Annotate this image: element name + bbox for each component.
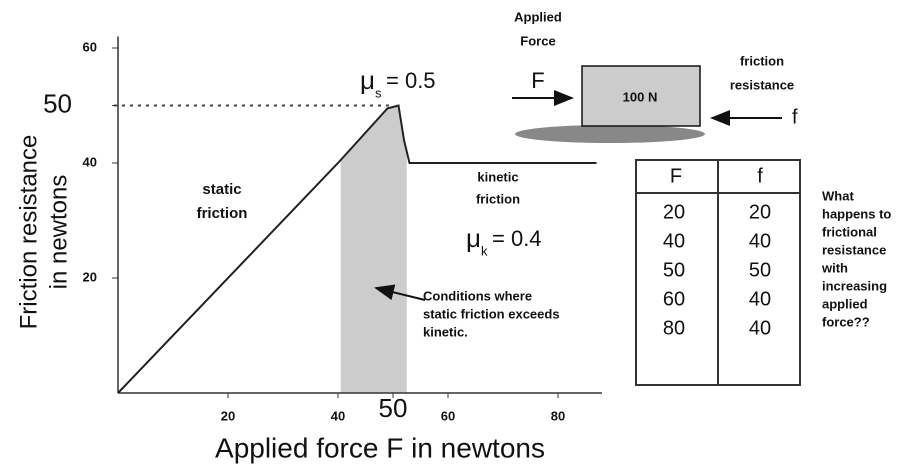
annotation: kinetic: [477, 169, 518, 184]
page: 20 40 50 60 20 40 50 60 80 Applied force F in new…: [0, 0, 923, 475]
x-tick-label: 40: [331, 408, 345, 423]
annotation: friction: [476, 191, 520, 206]
friction-label: resistance: [730, 77, 794, 92]
x-tick-label: 50: [379, 393, 408, 423]
mu-subscript: s: [375, 85, 382, 100]
table-cell: 50: [663, 259, 685, 281]
diagram: Applied Force F 100 N friction resistanc…: [512, 9, 798, 143]
y-axis-label: in newtons: [45, 175, 72, 290]
table-cell: 80: [663, 317, 685, 339]
table-cell: 50: [749, 259, 771, 281]
question-line: happens to: [822, 206, 891, 221]
annotation: static: [202, 181, 241, 198]
table-header: f: [757, 165, 763, 187]
question-line: What: [822, 188, 854, 203]
force-symbol: F: [531, 68, 544, 93]
annotation: friction: [197, 205, 248, 222]
applied-force-label: Force: [520, 33, 555, 48]
annotation: kinetic.: [423, 324, 468, 339]
applied-force-label: Applied: [514, 9, 562, 24]
question-line: with: [821, 260, 848, 275]
annotation: Conditions where: [423, 288, 532, 303]
chart: 20 40 50 60 20 40 50 60 80 Applied force F in new…: [15, 37, 602, 464]
table-cell: 40: [663, 230, 685, 252]
table-cell: 40: [749, 230, 771, 252]
table-cell: 60: [663, 288, 685, 310]
y-tick-label: 40: [83, 154, 97, 169]
y-tick-label: 60: [83, 39, 97, 54]
question-line: frictional: [822, 224, 877, 239]
table-cell: 40: [749, 317, 771, 339]
question-line: applied: [822, 296, 868, 311]
question: What happens to frictional resistance with in…: [821, 188, 891, 329]
x-tick-label: 60: [441, 408, 455, 423]
mu-symbol: μ: [466, 223, 481, 253]
y-tick-label: 20: [83, 269, 97, 284]
table-cell: 20: [749, 201, 771, 223]
x-tick-label: 20: [221, 408, 235, 423]
x-axis-label: Applied force F in newtons: [215, 432, 545, 463]
table-cell: 20: [663, 201, 685, 223]
block-weight: 100 N: [623, 89, 658, 104]
annotation: static friction exceeds: [423, 306, 560, 321]
x-tick-label: 80: [551, 408, 565, 423]
friction-symbol: f: [792, 106, 798, 128]
mu-value: = 0.4: [492, 226, 542, 251]
question-line: force??: [822, 314, 870, 329]
mu-symbol: μ: [360, 65, 375, 95]
question-line: resistance: [822, 242, 886, 257]
table-cell: 40: [749, 288, 771, 310]
table-header: F: [670, 165, 682, 187]
mu-subscript: k: [481, 243, 488, 258]
ground: [515, 125, 705, 143]
y-tick-label: 50: [43, 88, 72, 118]
question-line: increasing: [822, 278, 887, 293]
y-axis-label: Friction resistance: [15, 135, 42, 330]
mu-value: = 0.5: [386, 68, 436, 93]
friction-label: friction: [740, 53, 784, 68]
